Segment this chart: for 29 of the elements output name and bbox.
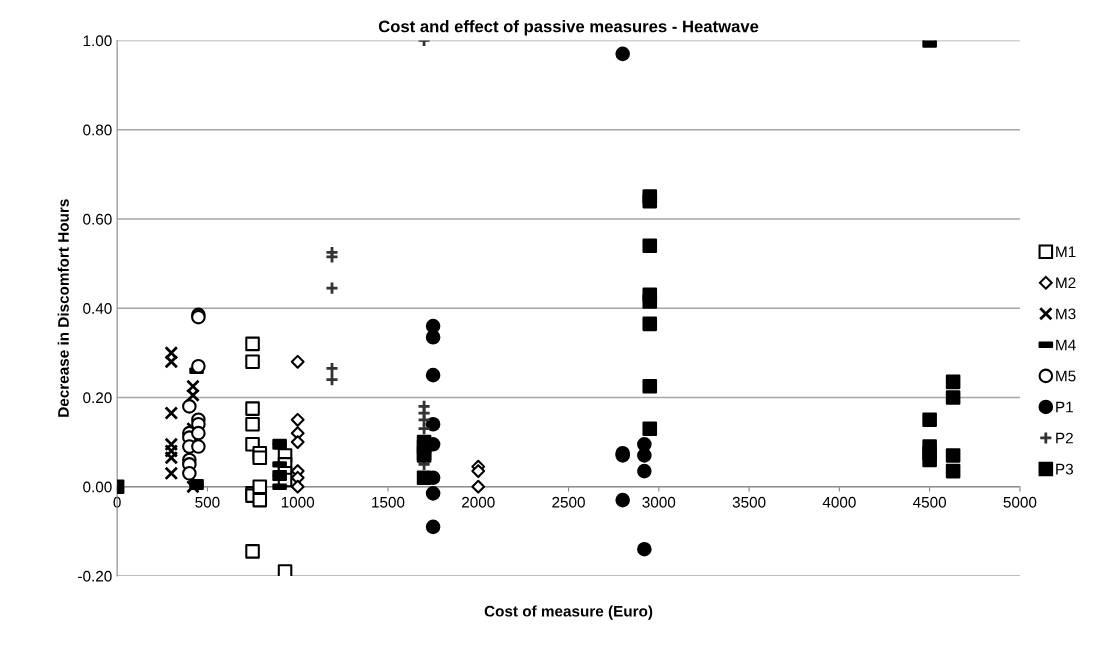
legend-label: M1 [1056, 246, 1076, 258]
x-tick-label: 5000 [1003, 496, 1037, 508]
legend-label: P2 [1056, 432, 1073, 444]
legend-label: M4 [1056, 339, 1076, 351]
x-tick-label: 2000 [462, 496, 495, 508]
y-tick-label: -0.20 [78, 570, 112, 582]
x-tick-label: 4500 [913, 496, 947, 508]
legend-label: M3 [1056, 308, 1076, 320]
legend-label: P3 [1056, 463, 1073, 475]
legend-label: M5 [1056, 370, 1076, 382]
x-tick-label: 2500 [552, 496, 585, 508]
y-axis-title: Decrease in Discomfort Hours [57, 199, 69, 417]
chart-title: Cost and effect of passive measures - Heatwave [378, 20, 759, 36]
x-tick-label: 0 [113, 496, 121, 508]
y-tick-label: 0.20 [83, 392, 112, 404]
y-tick-label: 1.00 [83, 35, 112, 47]
legend-label: P1 [1056, 401, 1073, 413]
y-tick-label: 0.60 [83, 213, 112, 225]
y-tick-label: 0.00 [83, 481, 112, 493]
y-tick-label: 0.40 [83, 303, 112, 314]
x-tick-label: 500 [195, 496, 220, 508]
x-tick-label: 3000 [642, 496, 676, 508]
y-tick-label: 0.80 [83, 124, 112, 136]
x-tick-label: 1000 [281, 496, 315, 508]
x-tick-label: 4000 [822, 496, 856, 508]
x-tick-label: 1500 [372, 496, 405, 508]
x-tick-label: 3500 [732, 496, 766, 508]
x-axis-title: Cost of measure (Euro) [484, 605, 653, 620]
legend-label: M2 [1056, 277, 1076, 289]
